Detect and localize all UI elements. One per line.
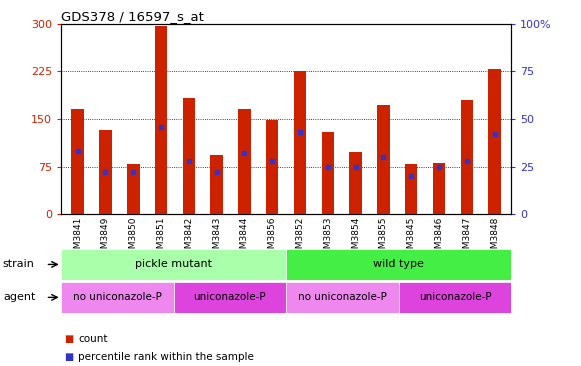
Bar bbox=[61, 282, 174, 313]
Bar bbox=[210, 155, 223, 214]
Bar bbox=[377, 105, 390, 214]
Bar bbox=[399, 282, 511, 313]
Bar bbox=[127, 164, 139, 214]
Text: strain: strain bbox=[3, 259, 35, 269]
Bar bbox=[61, 249, 286, 280]
Text: no uniconazole-P: no uniconazole-P bbox=[298, 292, 387, 302]
Bar bbox=[294, 71, 306, 214]
Bar bbox=[405, 164, 418, 214]
Text: GDS378 / 16597_s_at: GDS378 / 16597_s_at bbox=[61, 10, 204, 23]
Text: no uniconazole-P: no uniconazole-P bbox=[73, 292, 162, 302]
Bar bbox=[286, 282, 399, 313]
Text: percentile rank within the sample: percentile rank within the sample bbox=[78, 352, 254, 362]
Bar bbox=[155, 26, 167, 214]
Text: count: count bbox=[78, 333, 108, 344]
Bar bbox=[238, 109, 251, 214]
Bar bbox=[99, 130, 112, 214]
Bar bbox=[349, 152, 362, 214]
Bar bbox=[266, 120, 278, 214]
Bar bbox=[286, 249, 511, 280]
Bar bbox=[321, 132, 334, 214]
Text: uniconazole-P: uniconazole-P bbox=[193, 292, 266, 302]
Text: agent: agent bbox=[3, 292, 35, 302]
Bar bbox=[433, 163, 445, 214]
Text: ■: ■ bbox=[64, 352, 73, 362]
Text: pickle mutant: pickle mutant bbox=[135, 259, 212, 269]
Text: uniconazole-P: uniconazole-P bbox=[419, 292, 492, 302]
Bar bbox=[174, 282, 286, 313]
Text: wild type: wild type bbox=[373, 259, 424, 269]
Text: ■: ■ bbox=[64, 333, 73, 344]
Bar bbox=[489, 70, 501, 214]
Bar bbox=[461, 100, 473, 214]
Bar bbox=[71, 109, 84, 214]
Bar bbox=[182, 98, 195, 214]
